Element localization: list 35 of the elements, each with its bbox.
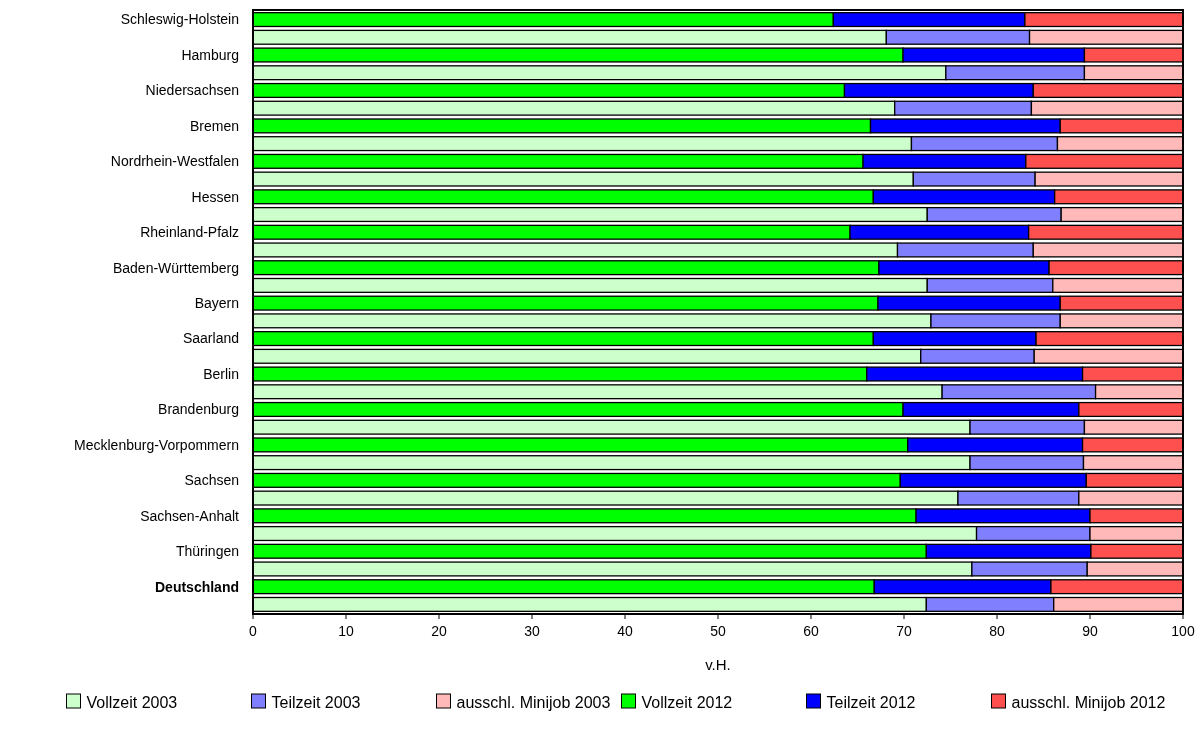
y-tick-label: Saarland (182, 330, 239, 347)
legend-label: ausschl. Minijob 2003 (456, 693, 611, 711)
y-tick-label: Sachsen (184, 472, 239, 489)
legend-label: Teilzeit 2012 (826, 693, 916, 711)
x-tick-label: 90 (1082, 623, 1098, 639)
y-tick-label: Sachsen-Anhalt (140, 507, 240, 524)
x-tick-label: 70 (896, 623, 912, 639)
y-tick-label: Hessen (191, 188, 239, 205)
legend-label: Vollzeit 2012 (641, 693, 733, 711)
legend-label: ausschl. Minijob 2012 (1011, 693, 1166, 711)
x-tick-label: 30 (524, 623, 540, 639)
y-tick-label: Nordrhein-Westfalen (110, 153, 239, 170)
x-tick-label: 60 (803, 623, 819, 639)
x-tick-label: 100 (1171, 623, 1195, 639)
y-tick-label: Brandenburg (158, 401, 239, 418)
y-tick-label: Thüringen (175, 543, 239, 560)
y-tick-label: Berlin (203, 365, 239, 382)
y-tick-label: Hamburg (181, 46, 239, 63)
legend-label: Vollzeit 2003 (86, 693, 178, 711)
x-tick-label: 20 (431, 623, 447, 639)
y-tick-label: Baden-Württemberg (112, 259, 239, 276)
x-tick-label: 80 (989, 623, 1005, 639)
x-tick-label: 10 (338, 623, 354, 639)
y-tick-label: Niedersachsen (145, 82, 239, 99)
y-tick-label: Mecklenburg-Vorpommern (74, 436, 239, 453)
x-tick-label: 40 (617, 623, 633, 639)
y-tick-label: Deutschland (154, 578, 239, 595)
x-tick-label: 50 (710, 623, 726, 639)
y-tick-label: Rheinland-Pfalz (140, 224, 239, 241)
y-tick-label: Bremen (189, 117, 239, 134)
y-tick-label: Schleswig-Holstein (120, 11, 239, 28)
legend-label: Teilzeit 2003 (271, 693, 361, 711)
x-tick-label: 0 (249, 623, 258, 639)
y-tick-label: Bayern (194, 295, 239, 312)
x-axis-title: v.H. (705, 656, 731, 673)
